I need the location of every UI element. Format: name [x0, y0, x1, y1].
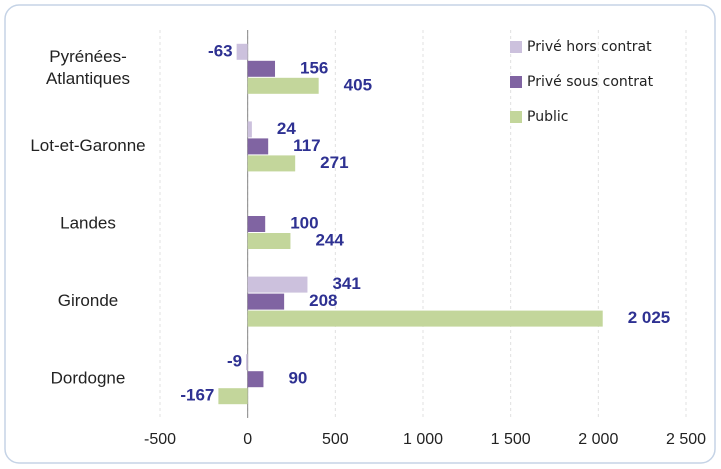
bar	[246, 354, 248, 371]
x-tick-label: 1 500	[491, 431, 531, 448]
x-tick-label: 0	[243, 431, 252, 448]
bar	[247, 293, 285, 310]
bar	[247, 310, 603, 327]
data-label: -167	[180, 386, 214, 405]
bar	[247, 77, 319, 94]
bar	[218, 388, 248, 405]
legend-label: Public	[527, 109, 568, 125]
data-label: 156	[300, 58, 328, 77]
bar	[247, 371, 264, 388]
data-label: 405	[344, 75, 372, 94]
data-label: 208	[309, 291, 337, 310]
data-label: 341	[332, 274, 360, 293]
x-tick-label: -500	[144, 431, 176, 448]
category-label: Lot-et-Garonne	[30, 136, 145, 155]
bar	[247, 233, 291, 249]
x-tick-label: 500	[322, 431, 349, 448]
x-tick-label: 2 500	[666, 431, 706, 448]
bar	[247, 276, 308, 293]
category-label: Gironde	[58, 291, 118, 310]
chart-frame	[4, 4, 716, 464]
bar	[247, 60, 276, 77]
category-label: Landes	[60, 213, 116, 232]
bar	[247, 138, 269, 155]
bar	[247, 216, 266, 232]
x-tick-label: 2 000	[578, 431, 618, 448]
data-label: -63	[208, 41, 233, 60]
bar	[247, 155, 296, 172]
x-tick-label: 1 000	[403, 431, 443, 448]
category-label: Dordogne	[51, 369, 126, 388]
legend-swatch	[510, 41, 522, 53]
data-label: 117	[293, 136, 320, 155]
legend-swatch	[510, 111, 522, 123]
data-label: 244	[315, 230, 344, 249]
data-label: 90	[288, 369, 307, 388]
data-label: 100	[290, 213, 318, 232]
category-label: Pyrénées-Atlantiques	[46, 47, 130, 88]
legend-swatch	[510, 76, 522, 88]
data-label: -9	[227, 352, 242, 371]
data-label: 271	[320, 153, 348, 172]
data-label: 2 025	[628, 308, 671, 327]
bar	[236, 43, 248, 60]
bar	[247, 121, 252, 138]
legend-label: Privé hors contrat	[527, 39, 652, 55]
data-label: 24	[277, 119, 296, 138]
legend-label: Privé sous contrat	[527, 74, 654, 90]
